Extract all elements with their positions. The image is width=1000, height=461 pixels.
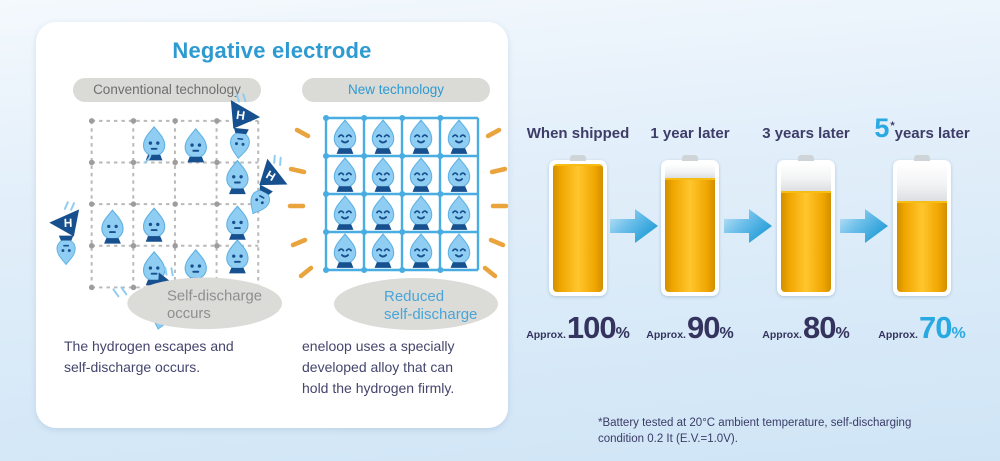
stage-label: 1 year later [650, 125, 730, 142]
self-discharge-bubble: Self-discharge occurs [127, 277, 283, 330]
battery-icon-90 [661, 160, 719, 296]
new-tech-pill-label: New technology [347, 82, 445, 97]
highlight-year: 5 [874, 113, 890, 143]
conventional-pill: Conventional technology [73, 78, 261, 102]
conventional-caption: The hydrogen escapes and self-discharge … [64, 338, 234, 375]
battery-charge-fill [665, 178, 715, 292]
battery-charge-fill [553, 164, 603, 292]
battery-charge-fill [897, 201, 947, 292]
stage-when-shipped: When shipped Approx. 100% [526, 106, 630, 345]
new-tech-pill: New technology [302, 78, 490, 102]
battery-empty-space [665, 164, 715, 179]
battery-empty-space [781, 164, 831, 191]
battery-icon-100 [549, 160, 607, 296]
new-tech-column: New technology [286, 78, 509, 399]
negative-electrode-card: Negative electrode Conventional technolo… [36, 22, 509, 428]
bubble-line-1: Self-discharge [167, 288, 262, 304]
stage-3-years: 3 years later Approx. 80% [756, 106, 856, 343]
battery-charge-fill [781, 190, 831, 292]
footnote-asterisk: * [890, 120, 895, 132]
new-tech-caption: eneloop uses a specially developed alloy… [302, 338, 455, 396]
right-arrow-icon [610, 209, 658, 243]
battery-empty-space [897, 164, 947, 202]
bubble-line-1: Reduced [384, 288, 444, 305]
right-arrow-icon [724, 209, 772, 243]
alloy-hold-diagram: Reduced self-discharge [287, 115, 509, 330]
battery-icon-80 [777, 160, 835, 296]
technology-columns: Conventional technology [48, 78, 509, 399]
capacity-value: Approx. 80% [762, 310, 850, 345]
battery-icon-70 [893, 160, 951, 296]
capacity-value: Approx. 90% [646, 310, 734, 345]
bubble-line-2: self-discharge [384, 306, 477, 323]
stage-label: 3 years later [762, 125, 850, 142]
bubble-line-2: occurs [167, 306, 211, 322]
stage-5-years: 5 * years later Approx. 70% [872, 106, 972, 345]
test-conditions-footnote: *Battery tested at 20°C ambient temperat… [598, 417, 912, 445]
capacity-value-highlight: Approx. 70% [878, 310, 966, 345]
stage-1-year: 1 year later Approx. 90% [640, 106, 740, 343]
reduced-self-discharge-bubble: Reduced self-discharge [334, 278, 498, 330]
solid-lattice-nodes [323, 115, 481, 273]
motion-squiggles [112, 147, 152, 298]
sparkle-rays [287, 127, 509, 279]
card-title: Negative electrode [172, 38, 372, 63]
capacity-value: Approx. 100% [526, 310, 630, 345]
conventional-pill-label: Conventional technology [93, 82, 241, 97]
right-arrow-icon [840, 209, 888, 243]
discharge-timeline: When shipped Approx. 100% 1 year later [520, 0, 1000, 461]
stage-label: 5 * years later [874, 113, 970, 143]
escaping-hydrogen-left [46, 201, 88, 268]
stage-label: When shipped [526, 125, 630, 142]
hydrogen-escape-diagram: Self-discharge occurs [48, 106, 286, 334]
conventional-column: Conventional technology [48, 78, 286, 399]
